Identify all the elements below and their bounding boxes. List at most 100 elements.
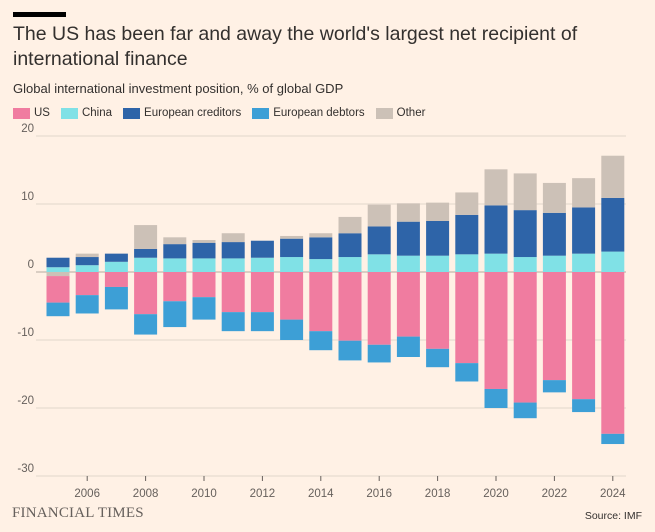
bar-us-2018 bbox=[426, 272, 450, 349]
bar-china-2005 bbox=[46, 267, 70, 272]
bar-european-debtors-2016 bbox=[367, 344, 391, 363]
legend-label-other: Other bbox=[396, 107, 426, 119]
legend-swatch-european-debtors bbox=[252, 107, 270, 119]
bar-us-2016 bbox=[367, 272, 391, 345]
bar-us-2008 bbox=[134, 272, 158, 315]
bar-other-2010 bbox=[192, 240, 216, 243]
bar-us-2019 bbox=[455, 272, 479, 364]
y-tick-label: -10 bbox=[17, 327, 34, 339]
ft-brand-logo: FINANCIAL TIMES bbox=[12, 505, 144, 521]
bar-european-creditors-2022 bbox=[542, 212, 566, 256]
bar-european-debtors-2011 bbox=[221, 312, 245, 332]
legend-item-china: China bbox=[60, 107, 113, 119]
bar-us-2005 bbox=[46, 276, 70, 303]
bar-european-creditors-2017 bbox=[396, 221, 420, 256]
bar-european-creditors-2016 bbox=[367, 226, 391, 255]
bar-european-debtors-2005 bbox=[46, 302, 70, 317]
bar-china-2008 bbox=[134, 257, 158, 272]
bar-other-2022 bbox=[542, 182, 566, 213]
bar-european-debtors-2022 bbox=[542, 380, 566, 393]
source-note: Source: IMF bbox=[584, 510, 642, 522]
bar-european-debtors-2008 bbox=[134, 314, 158, 335]
legend-label-european-debtors: European debtors bbox=[273, 107, 365, 119]
bar-us-2007 bbox=[104, 272, 128, 287]
bar-other-2011 bbox=[221, 233, 245, 243]
bar-us-2006 bbox=[75, 272, 99, 296]
bar-china-2010 bbox=[192, 258, 216, 272]
bar-china-2020 bbox=[484, 253, 508, 272]
bar-european-debtors-2009 bbox=[163, 301, 187, 328]
bar-european-debtors-2013 bbox=[280, 319, 304, 340]
y-tick-label: 0 bbox=[28, 259, 34, 271]
bar-other-2006 bbox=[75, 253, 99, 258]
x-tick-label: 2024 bbox=[600, 488, 626, 500]
x-tick-label: 2008 bbox=[133, 488, 159, 500]
bar-china-2019 bbox=[455, 254, 479, 272]
bar-european-creditors-2021 bbox=[513, 210, 537, 258]
bar-other-2008 bbox=[134, 225, 158, 249]
bar-european-debtors-2012 bbox=[250, 312, 274, 332]
bar-us-2013 bbox=[280, 272, 304, 320]
bar-european-creditors-2014 bbox=[309, 237, 333, 260]
bar-european-debtors-2014 bbox=[309, 331, 333, 351]
legend-swatch-china bbox=[60, 107, 78, 119]
bar-european-creditors-2024 bbox=[601, 197, 625, 252]
bar-china-2022 bbox=[542, 255, 566, 272]
x-tick-label: 2012 bbox=[250, 488, 276, 500]
bar-china-2016 bbox=[367, 254, 391, 272]
bar-european-creditors-2018 bbox=[426, 221, 450, 256]
legend-label-china: China bbox=[81, 107, 113, 119]
legend: US China European creditors European deb… bbox=[13, 107, 436, 119]
bar-us-2017 bbox=[396, 272, 420, 337]
bar-european-creditors-2005 bbox=[46, 257, 70, 268]
legend-label-european-creditors: European creditors bbox=[144, 107, 242, 119]
bar-other-2015 bbox=[338, 216, 362, 234]
bar-european-creditors-2012 bbox=[250, 240, 274, 258]
bar-china-2015 bbox=[338, 257, 362, 272]
bar-european-creditors-2020 bbox=[484, 205, 508, 254]
bar-us-2010 bbox=[192, 272, 216, 298]
bar-european-debtors-2018 bbox=[426, 348, 450, 368]
bar-european-debtors-2024 bbox=[601, 433, 625, 445]
bar-us-2012 bbox=[250, 272, 274, 313]
bar-us-2022 bbox=[542, 272, 566, 381]
bar-other-2020 bbox=[484, 169, 508, 206]
bar-other-2021 bbox=[513, 173, 537, 211]
x-tick-label: 2010 bbox=[191, 488, 217, 500]
chart-title: The US has been far and away the world's… bbox=[13, 23, 578, 70]
bar-other-2013 bbox=[280, 235, 304, 239]
bar-us-2024 bbox=[601, 272, 625, 434]
bar-european-creditors-2006 bbox=[75, 257, 99, 266]
bar-other-2023 bbox=[572, 178, 596, 208]
y-tick-label: -30 bbox=[17, 463, 34, 475]
chart-subtitle: Global international investment position… bbox=[13, 81, 344, 96]
bar-china-2012 bbox=[250, 257, 274, 272]
bar-china-2021 bbox=[513, 257, 537, 272]
bar-us-2011 bbox=[221, 272, 245, 313]
bar-european-debtors-2021 bbox=[513, 402, 537, 419]
bar-european-debtors-2020 bbox=[484, 388, 508, 408]
legend-label-us: US bbox=[34, 107, 50, 119]
bar-other-2018 bbox=[426, 202, 450, 221]
bar-european-debtors-2023 bbox=[572, 399, 596, 413]
bar-other-2024 bbox=[601, 155, 625, 198]
bar-european-debtors-2019 bbox=[455, 363, 479, 382]
bar-us-2020 bbox=[484, 272, 508, 389]
bar-european-debtors-2010 bbox=[192, 297, 216, 320]
bar-other-2005 bbox=[46, 272, 70, 277]
bar-us-2023 bbox=[572, 272, 596, 400]
bar-european-debtors-2007 bbox=[104, 286, 128, 310]
x-tick-label: 2020 bbox=[483, 488, 509, 500]
bar-china-2011 bbox=[221, 258, 245, 272]
bar-european-creditors-2019 bbox=[455, 214, 479, 255]
bar-china-2009 bbox=[163, 258, 187, 272]
y-tick-label: -20 bbox=[17, 395, 34, 407]
bar-european-creditors-2015 bbox=[338, 233, 362, 258]
bar-china-2023 bbox=[572, 253, 596, 272]
legend-item-us: US bbox=[13, 107, 50, 119]
legend-item-other: Other bbox=[375, 107, 426, 119]
legend-item-european-debtors: European debtors bbox=[252, 107, 365, 119]
bar-other-2016 bbox=[367, 204, 391, 227]
bar-other-2017 bbox=[396, 203, 420, 222]
bar-european-creditors-2011 bbox=[221, 242, 245, 259]
